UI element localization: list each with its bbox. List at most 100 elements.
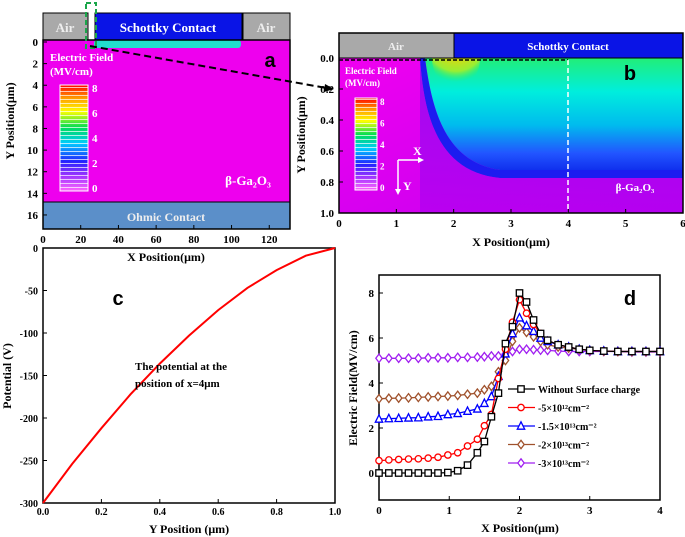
data-point (443, 390, 452, 402)
x-tick-label: 6 (680, 218, 685, 230)
x-tick-label: 5 (623, 218, 629, 230)
ylabel-a: Y Position(μm) (3, 82, 17, 159)
y-tick-label: 4 (369, 378, 375, 390)
x-tick-label: 2 (451, 218, 457, 230)
y-tick-label: 6 (369, 333, 375, 345)
y-tick-label: 2 (33, 59, 39, 71)
zoom-box (85, 2, 97, 49)
data-point (384, 412, 394, 423)
y-tick-label: 0.6 (320, 146, 334, 158)
colorbar-unit-b: (MV/cm) (345, 78, 380, 88)
label-schottky: Schottky Contact (120, 20, 217, 35)
data-point (453, 466, 462, 475)
zoom-arrow-icon (324, 84, 334, 92)
y-tick-label: -100 (20, 329, 38, 340)
y-tick-label: 0.4 (320, 115, 334, 127)
colorbar-tick-label: 2 (380, 162, 385, 172)
data-point (413, 411, 424, 422)
ylabel-c: Potential (V) (0, 343, 14, 409)
x-tick-label: 0.4 (154, 507, 167, 518)
data-point (443, 468, 452, 477)
xlabel-a: X Position(μm) (127, 250, 205, 264)
colorbar-a-stripes (60, 85, 88, 191)
data-point (473, 387, 482, 399)
data-point (642, 347, 650, 356)
data-point (414, 392, 423, 403)
y-tick-label: -300 (20, 499, 38, 510)
data-point (433, 391, 443, 402)
data-point (522, 309, 531, 318)
air-right-region (242, 12, 291, 41)
x-tick-label: 4 (657, 505, 663, 517)
xlabel-d: X Position(μm) (481, 521, 559, 535)
legend-marker (517, 403, 525, 412)
x-tick-label: 1 (447, 505, 453, 517)
panel-label-d: d (624, 288, 636, 310)
x-tick-label: 20 (75, 234, 87, 246)
zoom-connector-line (89, 45, 333, 90)
data-point (522, 343, 531, 355)
axis-arrow-label-y: Y (403, 179, 412, 193)
data-point (536, 344, 545, 356)
data-point (384, 393, 393, 404)
colorbar-title-b: Electric Field (345, 66, 397, 76)
data-point (473, 435, 482, 444)
colorbar-tick-label: 6 (92, 108, 98, 120)
legend-label: Without Surface charge (538, 385, 641, 396)
data-point (403, 412, 414, 422)
field-hotspot (432, 58, 480, 88)
field-map-bulk (420, 58, 683, 213)
data-point (463, 442, 472, 450)
y-tick-label: 6 (33, 102, 39, 114)
y-tick-label: 0.2 (320, 84, 334, 96)
data-point (414, 469, 423, 477)
data-point (543, 336, 552, 345)
xlabel-b: X Position(μm) (472, 235, 550, 249)
x-tick-label: 0 (336, 218, 342, 230)
data-point (393, 412, 404, 423)
data-point (394, 469, 403, 477)
data-point (528, 325, 539, 336)
label-material-a: β-Ga₂O₃ (225, 173, 271, 188)
data-point (375, 456, 383, 465)
data-point (374, 393, 384, 405)
data-point (462, 405, 473, 415)
legend-marker (516, 420, 526, 430)
data-point (536, 329, 545, 338)
data-point (394, 455, 403, 464)
panel-c: 0.0 0.2 0.4 0.6 0.8 1.0 0 -50 -100 -150 -200 -250 -3… (0, 244, 341, 536)
panel-d: 0 1 2 3 4 0 2 4 6 8 Without Surface charge -5×10¹²… (346, 274, 665, 535)
field-strip (94, 40, 241, 48)
label-air-right: Air (257, 20, 276, 35)
data-point (384, 352, 393, 364)
x-tick-label: 60 (151, 234, 163, 246)
y-tick-label: 1.0 (320, 208, 334, 220)
axes-b: 0 1 2 3 4 5 6 0.0 0.2 0.4 0.6 0.8 1.0 (320, 53, 685, 230)
data-point (575, 345, 584, 354)
ylabel-b: Y Position(μm) (294, 96, 308, 173)
colorbar-title-a: Electric Field (50, 52, 113, 64)
x-tick-label: 0.2 (95, 507, 108, 518)
data-point (434, 469, 442, 477)
data-point (453, 448, 462, 457)
legend-marker (517, 385, 525, 393)
data-point (443, 451, 452, 459)
data-point (599, 347, 608, 355)
data-point (535, 332, 546, 342)
y-tick-label: 16 (27, 210, 39, 222)
legend-label: -1.5×10¹³cm⁻² (538, 422, 597, 433)
colorbar-tick-label: 0 (380, 183, 385, 193)
field-map-depletion (425, 58, 683, 170)
label-air-left: Air (56, 20, 75, 35)
data-point (443, 408, 453, 419)
y-tick-label: 0.0 (320, 53, 334, 65)
data-point (487, 350, 496, 362)
data-point (463, 388, 472, 400)
data-point (515, 322, 524, 334)
y-tick-label: 0 (369, 468, 375, 480)
data-point (529, 344, 538, 355)
data-point (585, 346, 594, 355)
data-point (433, 410, 443, 421)
